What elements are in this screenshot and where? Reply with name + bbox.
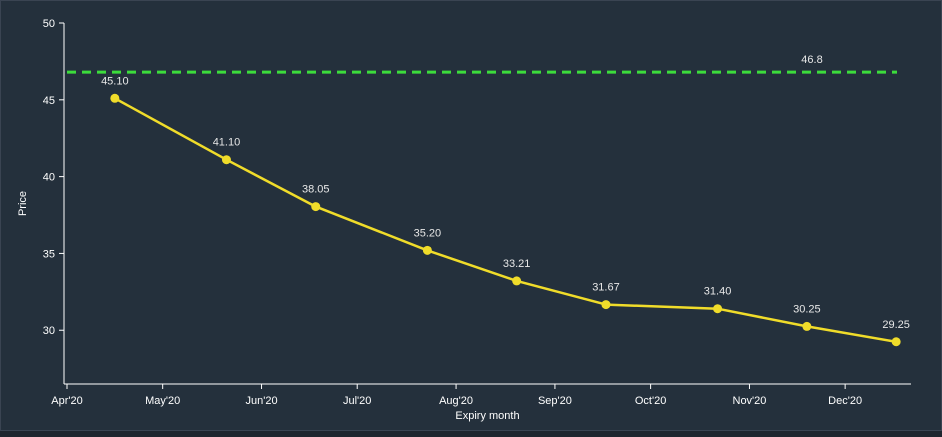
- x-tick-label: Apr'20: [51, 395, 82, 407]
- data-point: [891, 337, 901, 347]
- x-axis-title: Expiry month: [455, 410, 519, 422]
- data-point: [311, 202, 321, 212]
- data-point: [221, 155, 231, 165]
- data-label: 35.20: [414, 227, 442, 239]
- x-tick-label: Oct'20: [635, 395, 666, 407]
- x-tick-label: Nov'20: [733, 395, 767, 407]
- x-tick-label: Aug'20: [439, 395, 473, 407]
- x-tick-label: Sep'20: [538, 395, 572, 407]
- data-label: 38.05: [302, 184, 330, 196]
- y-axis-title: Price: [17, 191, 29, 216]
- x-tick-label: Jul'20: [343, 395, 371, 407]
- x-tick-label: Dec'20: [828, 395, 862, 407]
- data-label: 31.40: [704, 286, 732, 298]
- data-point: [512, 276, 522, 286]
- y-tick-label: 35: [43, 248, 55, 260]
- x-tick-label: May'20: [145, 395, 180, 407]
- reference-line-group: 46.8: [67, 54, 897, 74]
- y-tick-label: 40: [43, 172, 55, 184]
- data-point: [713, 304, 723, 314]
- series-line: [114, 97, 897, 344]
- data-point: [802, 321, 812, 331]
- y-tick-label: 30: [43, 325, 55, 337]
- data-label: 29.25: [882, 319, 910, 331]
- data-point: [601, 300, 611, 310]
- y-tick-label: 45: [43, 95, 55, 107]
- data-label: 41.10: [213, 137, 241, 149]
- data-label: 33.21: [503, 258, 531, 270]
- data-label: 45.10: [101, 75, 129, 87]
- axes: 30 35 40 45 50 Apr'20 May'20 Jun'20 Jul'20 Aug'20…: [43, 18, 911, 407]
- data-label: 31.67: [592, 282, 620, 294]
- data-point: [422, 245, 432, 255]
- data-point: [110, 93, 120, 103]
- reference-line-label: 46.8: [801, 54, 822, 66]
- series-group: 45.10 41.10 38.05 35.20 33.21 31.67 31.40 30.25…: [101, 75, 910, 347]
- data-label: 30.25: [793, 303, 821, 315]
- x-tick-label: Jun'20: [245, 395, 277, 407]
- y-tick-label: 50: [43, 18, 55, 30]
